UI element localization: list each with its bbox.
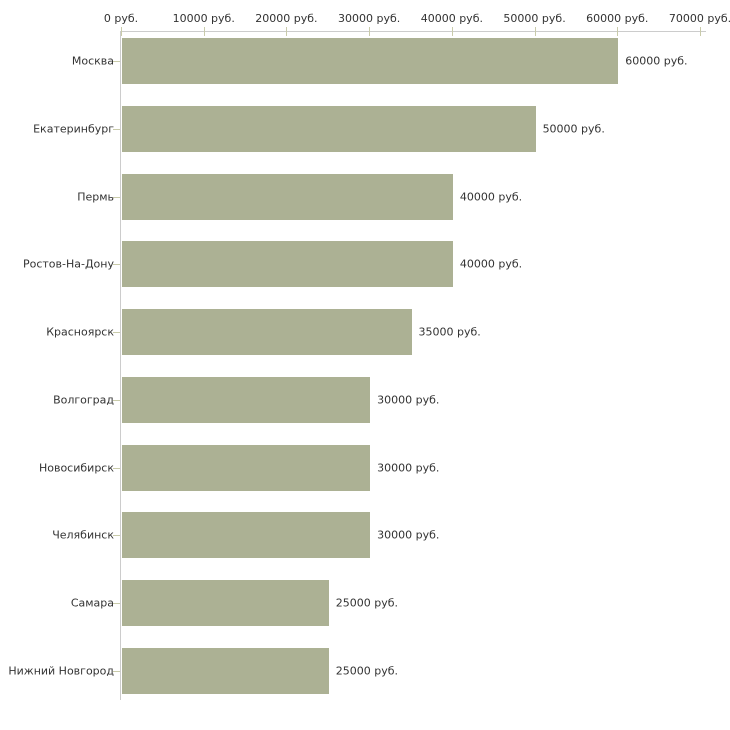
category-label: Самара: [70, 596, 114, 610]
bar-екатеринбург: [122, 106, 536, 152]
bar-новосибирск: [122, 444, 371, 491]
category-label: Москва: [71, 54, 114, 68]
y-axis-tick-mark: [113, 197, 120, 198]
x-axis-tick-mark: [617, 27, 619, 36]
x-axis-tick-label: 0 руб.: [103, 12, 139, 25]
bar-value-label: 25000 руб.: [335, 596, 399, 610]
y-axis-tick-mark: [113, 400, 120, 401]
y-axis-tick-mark: [113, 129, 120, 130]
x-axis-tick-label: 50000 руб.: [503, 12, 566, 25]
bar-value-label: 40000 руб.: [459, 190, 523, 204]
x-axis-tick-label: 30000 руб.: [338, 12, 401, 25]
y-axis-tick-mark: [113, 332, 120, 333]
y-axis-tick-mark: [113, 603, 120, 604]
bar-волгоград: [122, 376, 371, 423]
x-axis-tick-label: 70000 руб.: [668, 12, 730, 25]
bar-челябинск: [122, 512, 371, 559]
y-axis-tick-mark: [113, 468, 120, 469]
bar-value-label: 50000 руб.: [542, 122, 605, 136]
y-axis-tick-mark: [113, 264, 120, 265]
x-axis-line: [121, 31, 706, 32]
y-axis-line: [120, 31, 121, 700]
x-axis-tick-mark: [286, 27, 288, 36]
category-label: Ростов-На-Дону: [22, 257, 114, 271]
category-label: Красноярск: [46, 325, 114, 339]
category-label: Волгоград: [53, 393, 114, 407]
category-label: Челябинск: [52, 528, 114, 542]
x-axis-tick-mark: [534, 27, 536, 36]
x-axis-tick-mark: [451, 27, 453, 36]
x-axis-tick-mark: [203, 27, 205, 36]
category-label: Екатеринбург: [33, 122, 114, 136]
category-label: Пермь: [77, 190, 114, 204]
bar-ростов-на-дону: [122, 241, 453, 288]
bar-value-label: 25000 руб.: [335, 664, 399, 678]
x-axis-tick-label: 20000 руб.: [255, 12, 318, 25]
bar-value-label: 60000 руб.: [625, 54, 688, 68]
x-axis-tick-label: 40000 руб.: [420, 12, 483, 25]
bar-красноярск: [122, 309, 412, 356]
bar-value-label: 35000 руб.: [418, 325, 481, 339]
bar-нижний-новгород: [122, 647, 329, 694]
x-axis-tick-mark: [369, 27, 371, 36]
bar-самара: [122, 579, 329, 626]
bar-value-label: 40000 руб.: [459, 257, 523, 271]
x-axis-tick-label: 10000 руб.: [172, 12, 235, 25]
x-axis-tick-mark: [121, 27, 122, 36]
bar-москва: [122, 38, 619, 85]
y-axis-tick-mark: [113, 671, 120, 672]
y-axis-tick-mark: [113, 61, 120, 62]
x-axis-tick-mark: [700, 27, 701, 36]
bar-value-label: 30000 руб.: [377, 393, 440, 407]
bar-value-label: 30000 руб.: [377, 461, 440, 474]
y-axis-tick-mark: [113, 535, 120, 536]
bar-пермь: [122, 173, 453, 220]
category-label: Новосибирск: [38, 461, 114, 474]
bar-value-label: 30000 руб.: [377, 528, 440, 542]
category-label: Нижний Новгород: [8, 664, 114, 678]
x-axis-tick-label: 60000 руб.: [586, 12, 649, 25]
